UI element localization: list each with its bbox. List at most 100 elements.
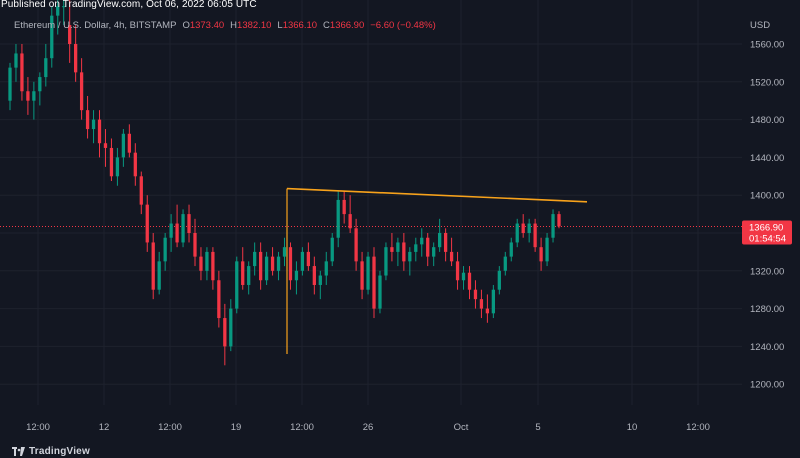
candle-body (145, 204, 149, 243)
candle-body (420, 237, 424, 245)
candle-body (199, 256, 203, 271)
candle-body (103, 143, 108, 148)
candle-body (127, 133, 131, 153)
trendline (286, 187, 588, 203)
candle-body (139, 176, 143, 205)
candle-body (79, 72, 84, 111)
y-tick-label: 1280.00 (750, 304, 784, 315)
candle-body (282, 247, 287, 257)
x-tick-label: 10 (627, 422, 638, 433)
x-tick-label: 12:00 (290, 422, 314, 433)
candle-body (276, 256, 281, 271)
candle-body (396, 242, 400, 252)
candle-body (151, 242, 155, 290)
candle-body (175, 223, 179, 243)
candle-body (253, 251, 257, 267)
candle-body (32, 91, 36, 101)
footer-bar: TradingView (0, 444, 800, 458)
candle-body (97, 119, 102, 144)
candle-body (193, 233, 197, 257)
candle-body (121, 133, 126, 158)
candle-body (557, 214, 561, 227)
candle-body (300, 251, 305, 271)
x-tick-label: 12:00 (686, 422, 710, 433)
candle-body (366, 256, 370, 290)
candle-body (38, 77, 42, 92)
candle-body (14, 53, 18, 68)
candle-body (545, 237, 549, 262)
y-tick-label: 1400.00 (750, 191, 784, 202)
candle-body (318, 275, 322, 285)
grid-lines (0, 0, 742, 405)
tradingview-brand[interactable]: TradingView (29, 445, 90, 457)
candle-body (163, 237, 167, 262)
trendline-drawing[interactable] (286, 187, 588, 354)
candle-body (211, 251, 215, 281)
candle-body (187, 214, 191, 233)
candle-body (533, 223, 537, 248)
candle-body (515, 223, 519, 243)
candle-body (169, 223, 173, 238)
candle-series[interactable] (8, 0, 561, 366)
high-value: 1382.10 (237, 20, 272, 31)
candle-body (473, 289, 478, 300)
candle-body (461, 272, 466, 281)
candle-body (414, 244, 418, 252)
candle-body (360, 261, 364, 290)
candle-body (44, 58, 48, 78)
time-axis[interactable]: 12:00 12 12:00 19 12:00 26 Oct 5 10 12:00 (26, 422, 710, 433)
y-tick-label: 1520.00 (750, 77, 784, 88)
candle-body (348, 214, 352, 229)
candle-body (62, 6, 66, 8)
candle-body (306, 251, 311, 267)
candle-body (432, 247, 436, 257)
y-tick-label: 1320.00 (750, 266, 784, 277)
candle-body (438, 233, 442, 248)
candle-body (503, 256, 507, 271)
candle-body (378, 275, 382, 309)
candle-body (390, 247, 394, 252)
price-axis[interactable]: 1560.001520.001480.001440.001400.001360.… (750, 40, 784, 391)
candle-body (402, 242, 406, 262)
candle-body (91, 119, 96, 130)
candle-body (485, 308, 490, 314)
candle-body (26, 91, 30, 101)
candle-body (443, 233, 448, 252)
price-tag-price: 1366.90 (749, 222, 783, 233)
candle-body (181, 214, 185, 243)
candle-body (258, 251, 263, 281)
candle-body (270, 256, 275, 271)
candle-body (247, 266, 251, 285)
candle-body (384, 247, 388, 276)
symbol-description[interactable]: Ethereum / U.S. Dollar, 4h, BITSTAMP (14, 20, 177, 31)
candle-body (8, 67, 12, 101)
candle-body (479, 299, 484, 309)
y-tick-label: 1480.00 (750, 115, 784, 126)
low-label: L (277, 20, 283, 31)
x-tick-label: Oct (454, 422, 469, 433)
candle-body (115, 157, 120, 177)
candle-body (20, 53, 24, 92)
candle-body (467, 272, 472, 290)
close-value: 1366.90 (329, 20, 365, 31)
candle-body (85, 110, 90, 130)
candle-body (491, 289, 495, 314)
candle-body (217, 280, 221, 319)
candle-body (235, 261, 239, 309)
candle-body (241, 261, 245, 285)
y-tick-label: 1240.00 (750, 342, 784, 353)
chart-legend: Ethereum / U.S. Dollar, 4h, BITSTAMP O 1… (14, 20, 436, 32)
x-tick-label: 12:00 (26, 422, 50, 433)
candle-body (330, 237, 334, 262)
change-value: −6.60 (−0.48%) (370, 20, 436, 31)
candle-body (509, 242, 513, 257)
open-label: O (182, 20, 190, 31)
candle-body (324, 261, 328, 276)
currency-label[interactable]: USD (750, 20, 770, 31)
published-caption: Published on TradingView.com, Oct 06, 20… (1, 0, 257, 10)
price-chart[interactable]: USD 1560.00 1520.00 1480.00 1440.00 1400.00 1… (0, 0, 800, 444)
candle-body (294, 270, 299, 281)
candle-body (527, 223, 531, 233)
high-label: H (230, 20, 238, 31)
